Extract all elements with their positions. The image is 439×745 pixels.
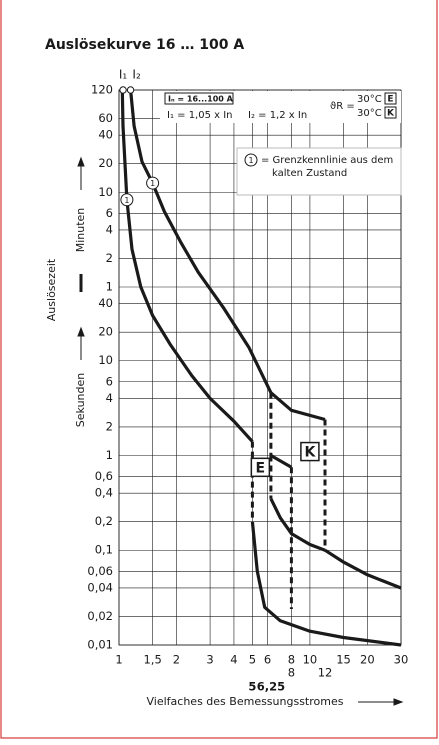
y-tick-label: 2 bbox=[106, 419, 113, 433]
x-tick-label: 20 bbox=[360, 653, 375, 667]
x-tick-label: 12 bbox=[318, 666, 333, 680]
x-tick-label: 6 bbox=[264, 653, 271, 667]
class-e: E bbox=[387, 95, 393, 105]
overlay: Iₙ = 16...100 A I₁ = 1,05 x In I₂ = 1,2 … bbox=[160, 91, 402, 196]
y-tick-label: 0,02 bbox=[87, 609, 113, 623]
current-label: I₂ bbox=[132, 68, 141, 82]
x-tick-label: 6,25 bbox=[257, 680, 285, 694]
annotation: 1 bbox=[150, 179, 155, 188]
class-k: K bbox=[387, 109, 395, 119]
y-tick-label: 20 bbox=[98, 325, 113, 339]
x-tick-label: 5 bbox=[248, 680, 256, 694]
annotation-box bbox=[250, 457, 271, 478]
y-tick-label: 40 bbox=[98, 296, 113, 310]
y-tick-label: 60 bbox=[98, 111, 113, 125]
current-marker bbox=[119, 86, 127, 94]
annotation: 1 bbox=[124, 196, 129, 205]
y-tick-label: 4 bbox=[106, 391, 113, 405]
x-tick-label: 1,5 bbox=[143, 653, 161, 667]
x-tick-label: 2 bbox=[173, 653, 180, 667]
y-tick-label: 0,1 bbox=[95, 543, 113, 557]
note-text: = Grenzkennlinie aus dem bbox=[261, 155, 393, 166]
y-tick-label: 40 bbox=[98, 128, 113, 142]
y-tick-label: 20 bbox=[98, 156, 113, 170]
y-tick-label: 1 bbox=[106, 448, 113, 462]
curve bbox=[269, 391, 326, 422]
y-tick-label: 4 bbox=[106, 222, 113, 236]
plot-frame bbox=[118, 89, 402, 646]
temp-symbol: ϑR = bbox=[330, 101, 355, 112]
annotation-box bbox=[300, 441, 320, 462]
note-symbol: 1 bbox=[248, 156, 253, 165]
curve bbox=[120, 89, 254, 443]
y-tick-label: 0,01 bbox=[87, 638, 113, 652]
rating: Iₙ = 16...100 A bbox=[168, 95, 234, 104]
curve bbox=[270, 454, 293, 469]
x-tick-label: 3 bbox=[206, 653, 213, 667]
current-label: I₁ bbox=[119, 68, 128, 82]
chart-title: Auslösekurve 16 … 100 A bbox=[45, 37, 244, 53]
x-tick-label: 4 bbox=[230, 653, 237, 667]
temp-k: 30°C bbox=[357, 108, 382, 119]
i2-def: I₂ = 1,2 x In bbox=[248, 110, 307, 121]
y-tick-label: 0,06 bbox=[87, 564, 113, 578]
note-text: kalten Zustand bbox=[272, 168, 347, 179]
annotation-circle bbox=[146, 176, 160, 190]
y-tick-label: 120 bbox=[91, 83, 113, 97]
temp-e: 30°C bbox=[357, 94, 382, 105]
y-tick-label: 2 bbox=[106, 251, 113, 265]
y-axis-seconds: Sekunden bbox=[74, 373, 87, 427]
y-tick-label: 10 bbox=[98, 185, 113, 199]
curve bbox=[250, 521, 402, 647]
y-tick-label: 0,04 bbox=[87, 580, 113, 594]
curve bbox=[129, 89, 273, 394]
y-tick-label: 10 bbox=[98, 353, 113, 367]
x-axis-title: Vielfaches des Bemessungsstromes bbox=[147, 695, 344, 708]
class-box bbox=[384, 106, 397, 119]
x-tick-label: 10 bbox=[303, 653, 318, 667]
annotation: K bbox=[304, 445, 316, 461]
y-tick-label: 0,6 bbox=[95, 469, 113, 483]
curve bbox=[269, 497, 326, 552]
y-axis-title: Auslösezeit bbox=[45, 258, 58, 321]
x-tick-label: 1 bbox=[115, 653, 122, 667]
x-tick-label: 30 bbox=[394, 653, 409, 667]
y-tick-label: 6 bbox=[106, 374, 113, 388]
y-tick-label: 1 bbox=[106, 280, 113, 294]
note-circle bbox=[244, 153, 258, 167]
x-tick-label: 8 bbox=[288, 653, 295, 667]
annotation: E bbox=[256, 460, 266, 476]
annotation-circle bbox=[120, 193, 134, 207]
note-box bbox=[236, 147, 402, 196]
i1-def: I₁ = 1,05 x In bbox=[167, 110, 233, 121]
y-tick-label: 0,4 bbox=[95, 486, 113, 500]
y-tick-label: 6 bbox=[106, 206, 113, 220]
current-marker bbox=[126, 86, 135, 94]
x-tick-label: 15 bbox=[336, 653, 351, 667]
y-axis-minutes: Minuten bbox=[74, 208, 87, 253]
curve bbox=[324, 548, 402, 590]
axis-arrows bbox=[77, 156, 404, 706]
info-box bbox=[160, 91, 401, 123]
x-tick-label: 5 bbox=[249, 653, 256, 667]
rating-box bbox=[164, 92, 234, 105]
class-box bbox=[384, 92, 397, 105]
y-tick-label: 0,2 bbox=[95, 514, 113, 528]
x-tick-label: 8 bbox=[288, 666, 295, 680]
